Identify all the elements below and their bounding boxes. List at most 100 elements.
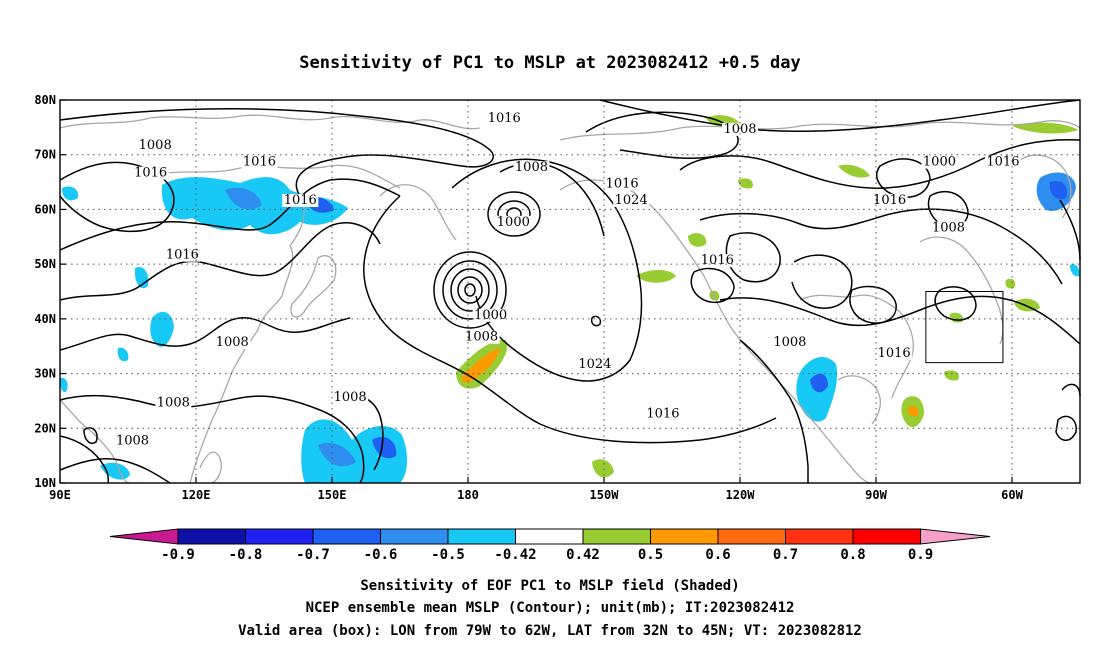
colorbar-label-2: -0.7 — [296, 547, 330, 563]
contour-label-bg-20 — [576, 358, 613, 372]
contour-label-4: 1008 — [515, 160, 548, 175]
shade-neg-spot-2 — [150, 311, 174, 347]
coast-gulf — [837, 375, 882, 425]
x-tick-label-3: 180 — [457, 488, 479, 502]
contour-label-10: 1016 — [284, 193, 317, 208]
contour-low-south-2 — [442, 260, 498, 320]
contour-1000-polar-low — [875, 158, 931, 198]
shade-pos-atlantic-2 — [1005, 278, 1016, 289]
contour-label-bg-18 — [214, 336, 251, 350]
y-tick-label-4: 40N — [34, 312, 56, 326]
shade-pos-spot-3 — [592, 459, 614, 478]
contour-label-bg-8 — [604, 177, 641, 191]
contour-label-14: 1016 — [166, 248, 199, 263]
colorbar-label-5: -0.42 — [494, 547, 536, 563]
mslp-contours-layer — [59, 99, 1081, 484]
shade-neg-gulf-core — [810, 373, 828, 393]
coast-kamchatka — [379, 184, 457, 241]
latitude-axis: 80N 70N 60N 50N 40N 30N 20N 10N — [34, 93, 66, 490]
caption-line-3: Valid area (box): LON from 79W to 62W, L… — [238, 623, 862, 639]
contour-1008-mid — [59, 317, 351, 351]
contour-label-25: 1008 — [116, 434, 149, 449]
x-tick-label-5: 120W — [726, 488, 756, 502]
shade-pos-atlantic-3 — [944, 370, 959, 381]
contour-label-bg-13 — [930, 221, 967, 235]
contour-label-3: 1016 — [243, 155, 276, 170]
shade-pos-arctic-4 — [1012, 122, 1078, 134]
contour-low-south-3 — [450, 268, 490, 312]
contour-label-bg-14 — [164, 248, 201, 262]
colorbar-swatch-10 — [785, 528, 854, 545]
contour-1016-arctic — [599, 99, 1081, 133]
contour-label-1: 1008 — [723, 122, 756, 137]
contour-label-0: 1016 — [488, 111, 521, 126]
x-tick-label-1: 120E — [182, 488, 211, 502]
contour-label-23: 1008 — [334, 390, 367, 405]
caption-line-1: Sensitivity of EOF PC1 to MSLP field (Sh… — [360, 578, 739, 594]
shade-pos-atlantic-1 — [1014, 298, 1040, 312]
shade-pos-spot-2 — [688, 233, 707, 247]
contour-label-6: 1016 — [986, 155, 1019, 170]
y-tick-label-7: 10N — [34, 476, 56, 490]
contour-label-24: 1016 — [646, 406, 679, 421]
coast-asia-mid — [149, 164, 401, 189]
contour-label-12: 1000 — [497, 215, 530, 230]
contour-1016-west — [59, 161, 175, 233]
colorbar-right-arrow — [920, 528, 991, 545]
contour-label-bg-7 — [132, 166, 169, 180]
contour-1008-mexico — [739, 339, 809, 483]
contour-label-2: 1008 — [139, 138, 172, 153]
contour-label-bg-23 — [332, 390, 369, 404]
shade-neg-spot-5 — [100, 462, 130, 480]
colorbar-label-6: 0.42 — [566, 547, 600, 563]
shade-neg-spot-4 — [60, 377, 68, 393]
colorbar-swatch-4 — [380, 528, 449, 545]
coast-east-asia — [189, 197, 305, 484]
x-tick-label-7: 60W — [1001, 488, 1023, 502]
contour-1008-sw — [59, 458, 171, 484]
shade-neg-west-edge — [62, 186, 79, 201]
coast-us-east — [799, 294, 914, 399]
colorbar-swatch-9 — [717, 528, 786, 545]
colorbar-swatch-2 — [245, 528, 314, 545]
colorbar-left-arrow — [109, 528, 179, 545]
contour-1016-mid — [59, 222, 381, 301]
map-frame — [59, 99, 1081, 484]
contour-low-south-5 — [464, 283, 476, 297]
coast-arctic-canada — [559, 120, 1081, 141]
contour-label-9: 1024 — [615, 193, 648, 208]
contour-label-19: 1008 — [773, 335, 806, 350]
contour-1008-south — [59, 394, 365, 484]
colorbar-swatch-3 — [312, 528, 381, 545]
contour-label-bg-19 — [771, 336, 808, 350]
contour-1008-west — [59, 178, 401, 251]
contour-label-bg-6 — [984, 155, 1021, 169]
contour-label-15: 1016 — [701, 253, 734, 268]
x-tick-label-2: 150E — [318, 488, 347, 502]
contour-1016-us — [719, 295, 1081, 345]
shade-neg-pacific-west — [301, 419, 408, 483]
contour-label-bg-1 — [722, 122, 758, 136]
colorbar-label-7: 0.5 — [638, 547, 663, 563]
contour-label-20: 1024 — [578, 357, 611, 372]
colorbar-swatch-6 — [515, 528, 584, 545]
contour-1008-polar — [679, 138, 1081, 189]
contour-label-bg-4 — [513, 161, 550, 175]
contour-tiny — [590, 315, 602, 327]
colorbar-label-0: -0.9 — [161, 547, 195, 563]
contour-1016-north-am — [699, 208, 1063, 285]
contour-sw-2 — [59, 435, 110, 484]
contour-label-bg-12 — [495, 215, 532, 229]
colorbar-label-1: -0.8 — [229, 547, 263, 563]
contour-label-bg-25 — [114, 434, 151, 448]
shade-neg-pacific-west-core — [318, 442, 356, 467]
sensitivity-shading-layer — [60, 115, 1080, 483]
shade-neg-atlantic-core — [1049, 180, 1068, 200]
y-tick-label-1: 70N — [34, 148, 56, 162]
shade-pos-caribbean-core — [907, 406, 919, 417]
contour-tiny-2 — [83, 427, 98, 444]
contour-label-5: 1000 — [923, 155, 956, 170]
y-tick-label-0: 80N — [34, 93, 56, 107]
contour-label-13: 1008 — [932, 220, 965, 235]
contour-label-22: 1008 — [157, 395, 190, 410]
